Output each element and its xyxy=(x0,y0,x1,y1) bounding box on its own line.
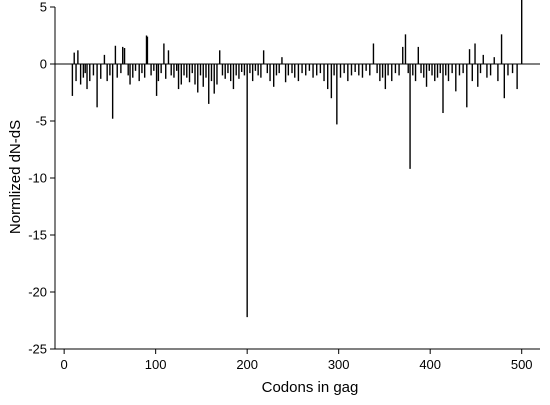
y-axis: 5 0 -5 -10 -15 -20 -25 xyxy=(28,0,56,357)
x-tick-label: 200 xyxy=(236,357,258,372)
y-tick-label: -20 xyxy=(28,285,47,300)
y-axis-label: Normlized dN-dS xyxy=(7,120,24,234)
y-tick-label: -25 xyxy=(28,342,47,357)
y-tick-label: 5 xyxy=(40,0,47,15)
y-tick-label: -5 xyxy=(35,114,47,129)
x-axis-label: Codons in gag xyxy=(262,379,359,396)
x-tick-label: 100 xyxy=(145,357,167,372)
x-tick-label: 400 xyxy=(419,357,441,372)
y-tick-label: 0 xyxy=(40,57,47,72)
x-axis: 0 100 200 300 400 500 xyxy=(55,348,540,372)
y-tick-label: -10 xyxy=(28,171,47,186)
plot-area xyxy=(55,0,540,318)
x-tick-label: 300 xyxy=(328,357,350,372)
y-tick-label: -15 xyxy=(28,228,47,243)
x-tick-label: 0 xyxy=(61,357,68,372)
x-tick-label: 500 xyxy=(511,357,533,372)
